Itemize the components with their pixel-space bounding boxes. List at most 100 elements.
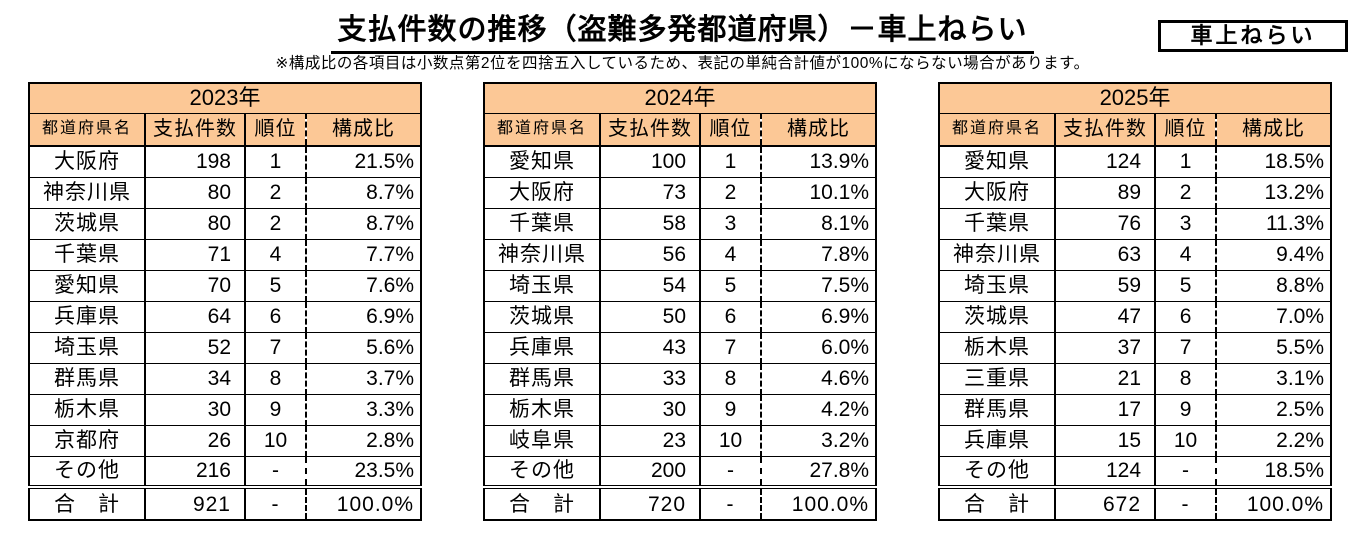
rank-cell: 9: [699, 393, 762, 426]
rank-cell: 3: [1154, 207, 1217, 240]
payment-count-cell: 30: [599, 393, 701, 426]
rank-cell: 4: [244, 238, 307, 271]
share-cell: 7.8%: [760, 238, 877, 271]
payment-count-cell: 37: [1054, 331, 1156, 364]
table-row: 兵庫県 64 6 6.9%: [28, 300, 422, 333]
table-row: 茨城県 47 6 7.0%: [938, 300, 1332, 333]
prefecture-name-cell: 栃木県: [483, 393, 601, 426]
payment-count-cell: 34: [144, 362, 246, 395]
total-row: 合 計 720 - 100.0%: [483, 485, 877, 521]
year-header: 2023年: [28, 82, 422, 114]
share-cell: 18.5%: [1215, 145, 1332, 178]
total-payment-count: 921: [144, 485, 246, 521]
prefecture-name-cell: 群馬県: [28, 362, 146, 395]
share-cell: 8.7%: [304, 207, 422, 240]
column-header-row: 都道府県名 支払件数 順位 構成比: [28, 112, 422, 147]
prefecture-name-cell: 埼玉県: [938, 269, 1056, 302]
payment-count-cell: 76: [1054, 207, 1156, 240]
payment-count-cell: 124: [1054, 455, 1156, 488]
share-cell: 11.3%: [1215, 207, 1332, 240]
share-cell: 7.6%: [304, 269, 422, 302]
table-row: 茨城県 50 6 6.9%: [483, 300, 877, 333]
table-row: 神奈川県 56 4 7.8%: [483, 238, 877, 271]
table-row: 埼玉県 52 7 5.6%: [28, 331, 422, 364]
column-header-payment-count: 支払件数: [1054, 112, 1156, 147]
rank-cell: 8: [699, 362, 762, 395]
table-row: 大阪府 73 2 10.1%: [483, 176, 877, 209]
rank-cell: 9: [1154, 393, 1217, 426]
table-row: 千葉県 71 4 7.7%: [28, 238, 422, 271]
column-header-rank: 順位: [699, 112, 762, 147]
prefecture-name-cell: その他: [938, 455, 1056, 488]
table-row: 神奈川県 80 2 8.7%: [28, 176, 422, 209]
column-header-prefecture: 都道府県名: [483, 112, 601, 147]
payment-count-cell: 15: [1054, 424, 1156, 457]
total-rank: -: [1154, 485, 1217, 521]
column-header-share: 構成比: [1215, 112, 1332, 147]
category-tag-box: 車上ねらい: [1158, 20, 1348, 52]
tables-container: 2023年 都道府県名 支払件数 順位 構成比 大阪府 198 1 21.5% 神奈川県…: [28, 82, 1365, 521]
payment-count-cell: 73: [599, 176, 701, 209]
table-row: その他 124-18.5%: [938, 455, 1332, 488]
prefecture-name-cell: 埼玉県: [483, 269, 601, 302]
share-cell: 3.1%: [1215, 362, 1332, 395]
table-row: 茨城県 80 2 8.7%: [28, 207, 422, 240]
table-row: 栃木県 30 9 4.2%: [483, 393, 877, 426]
rank-cell: -: [1154, 455, 1217, 488]
prefecture-name-cell: 愛知県: [28, 269, 146, 302]
prefecture-name-cell: 茨城県: [28, 207, 146, 240]
table-row: 群馬県 33 8 4.6%: [483, 362, 877, 395]
prefecture-name-cell: 群馬県: [938, 393, 1056, 426]
payment-count-cell: 47: [1054, 300, 1156, 333]
column-header-rank: 順位: [1154, 112, 1217, 147]
rank-cell: 2: [244, 176, 307, 209]
year-header: 2025年: [938, 82, 1332, 114]
rounding-note: ※構成比の各項目は小数点第2位を四捨五入しているため、表記の単純合計値が100%…: [275, 55, 1090, 72]
prefecture-name-cell: 千葉県: [483, 207, 601, 240]
table-row: 三重県 21 8 3.1%: [938, 362, 1332, 395]
table-row: 千葉県 76 3 11.3%: [938, 207, 1332, 240]
rank-cell: 6: [1154, 300, 1217, 333]
share-cell: 8.7%: [304, 176, 422, 209]
share-cell: 6.9%: [304, 300, 422, 333]
prefecture-name-cell: 埼玉県: [28, 331, 146, 364]
total-share: 100.0%: [1215, 485, 1332, 521]
rank-cell: 1: [244, 145, 307, 178]
prefecture-name-cell: 大阪府: [938, 176, 1056, 209]
share-cell: 3.7%: [304, 362, 422, 395]
share-cell: 8.8%: [1215, 269, 1332, 302]
table-row: 愛知県 124 1 18.5%: [938, 145, 1332, 178]
table-row: 群馬県 34 8 3.7%: [28, 362, 422, 395]
category-tag-label: 車上ねらい: [1190, 23, 1316, 48]
column-header-share: 構成比: [760, 112, 877, 147]
header-area: 支払件数の推移（盗難多発都道府県）－車上ねらい 車上ねらい: [0, 0, 1365, 54]
payment-count-cell: 198: [144, 145, 246, 178]
column-header-row: 都道府県名 支払件数 順位 構成比: [483, 112, 877, 147]
share-cell: 7.7%: [304, 238, 422, 271]
payment-count-cell: 33: [599, 362, 701, 395]
table-row: その他 216-23.5%: [28, 455, 422, 488]
prefecture-name-cell: 神奈川県: [483, 238, 601, 271]
payment-count-cell: 17: [1054, 393, 1156, 426]
share-cell: 5.5%: [1215, 331, 1332, 364]
column-header-prefecture: 都道府県名: [938, 112, 1056, 147]
total-label: 合 計: [483, 485, 601, 521]
year-header: 2024年: [483, 82, 877, 114]
table-row: 埼玉県 59 5 8.8%: [938, 269, 1332, 302]
prefecture-name-cell: 兵庫県: [938, 424, 1056, 457]
share-cell: 6.0%: [760, 331, 877, 364]
rank-cell: 10: [244, 424, 307, 457]
rank-cell: 7: [1154, 331, 1217, 364]
table-row: その他 200-27.8%: [483, 455, 877, 488]
payment-count-cell: 50: [599, 300, 701, 333]
payment-count-cell: 124: [1054, 145, 1156, 178]
share-cell: 2.5%: [1215, 393, 1332, 426]
share-cell: 5.6%: [304, 331, 422, 364]
share-cell: 18.5%: [1215, 455, 1332, 488]
share-cell: 7.0%: [1215, 300, 1332, 333]
rank-cell: -: [244, 455, 307, 488]
share-cell: 3.3%: [304, 393, 422, 426]
payment-count-cell: 70: [144, 269, 246, 302]
rank-cell: 3: [699, 207, 762, 240]
rank-cell: 5: [699, 269, 762, 302]
